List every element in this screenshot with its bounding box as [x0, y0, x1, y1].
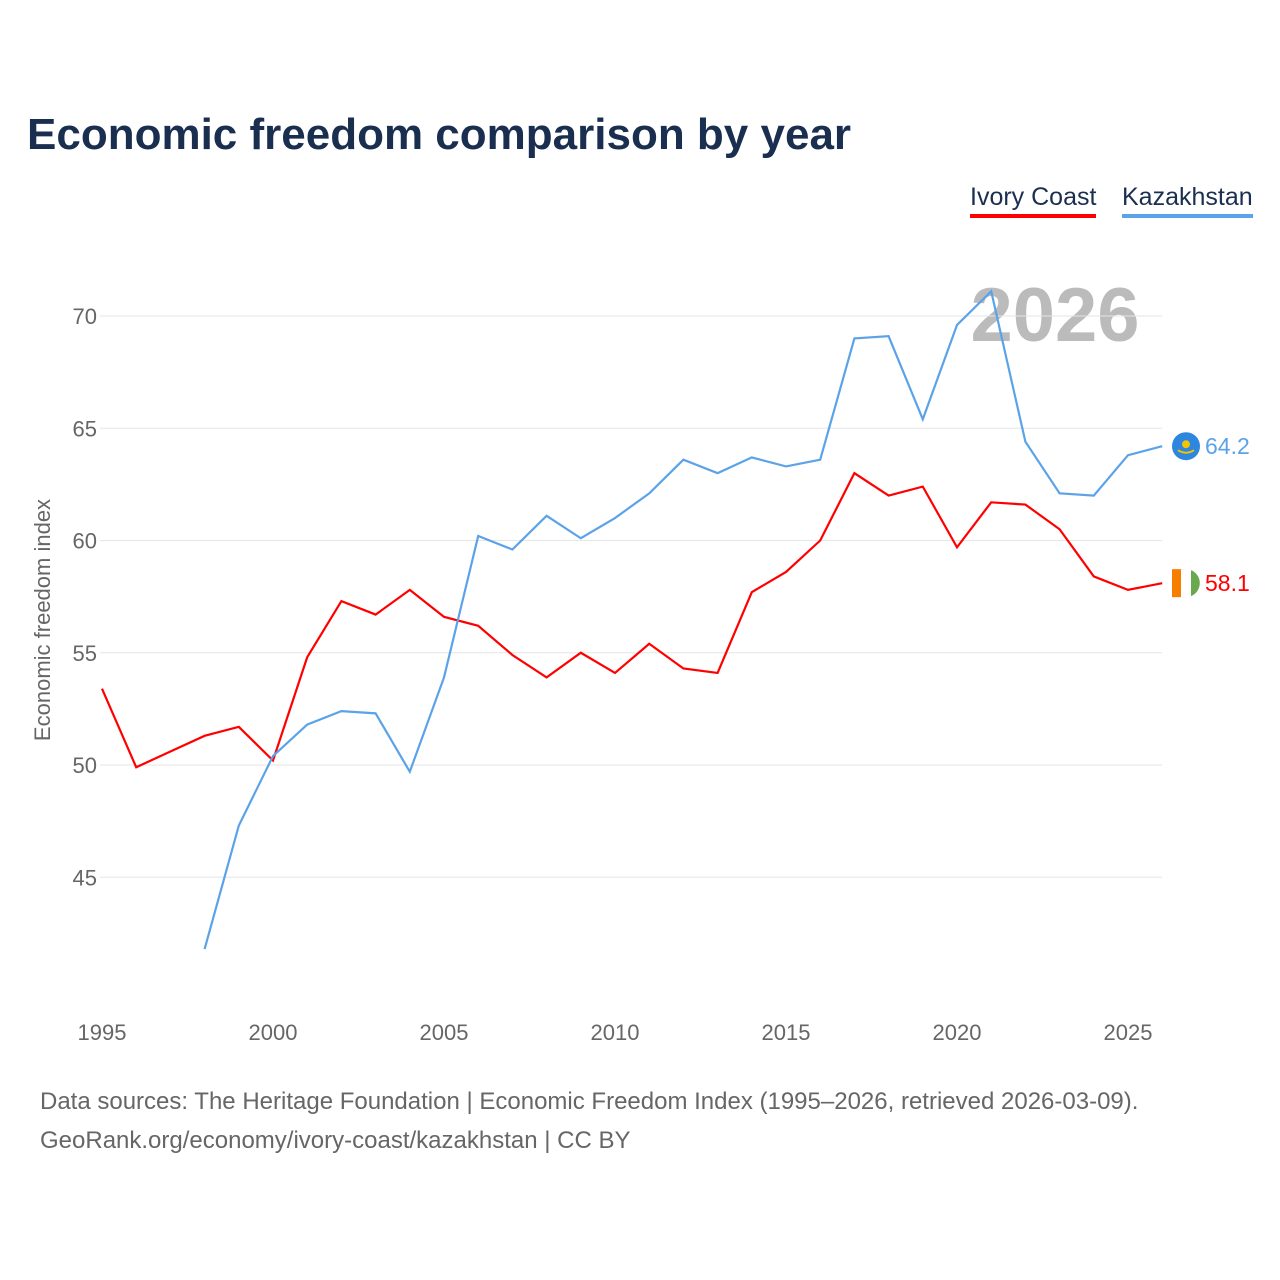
y-axis-label: Economic freedom index — [30, 499, 55, 741]
y-tick-label: 65 — [73, 416, 97, 441]
y-tick-label: 45 — [73, 865, 97, 890]
x-tick-label: 2005 — [420, 1020, 469, 1045]
y-tick-label: 55 — [73, 641, 97, 666]
x-tick-label: 2025 — [1104, 1020, 1153, 1045]
end-value-label: 64.2 — [1205, 433, 1250, 459]
x-tick-label: 2010 — [591, 1020, 640, 1045]
y-tick-label: 60 — [73, 529, 97, 554]
end-value-label: 58.1 — [1205, 570, 1250, 596]
y-tick-label: 70 — [73, 304, 97, 329]
series-line-ivory-coast[interactable] — [100, 471, 1163, 769]
y-tick-label: 50 — [73, 753, 97, 778]
chart-title: Economic freedom comparison by year — [27, 110, 852, 159]
x-tick-label: 2000 — [249, 1020, 298, 1045]
source-line-1: Data sources: The Heritage Foundation | … — [40, 1088, 1139, 1115]
x-tick-label: 2020 — [933, 1020, 982, 1045]
x-tick-label: 1995 — [78, 1020, 127, 1045]
legend-kazakhstan[interactable]: Kazakhstan — [1122, 183, 1253, 218]
x-tick-label: 2015 — [762, 1020, 811, 1045]
series-line-kazakhstan[interactable] — [203, 289, 1163, 950]
legend-ivory-coast[interactable]: Ivory Coast — [970, 183, 1097, 218]
source-line-2[interactable]: GeoRank.org/economy/ivory-coast/kazakhst… — [40, 1127, 631, 1154]
